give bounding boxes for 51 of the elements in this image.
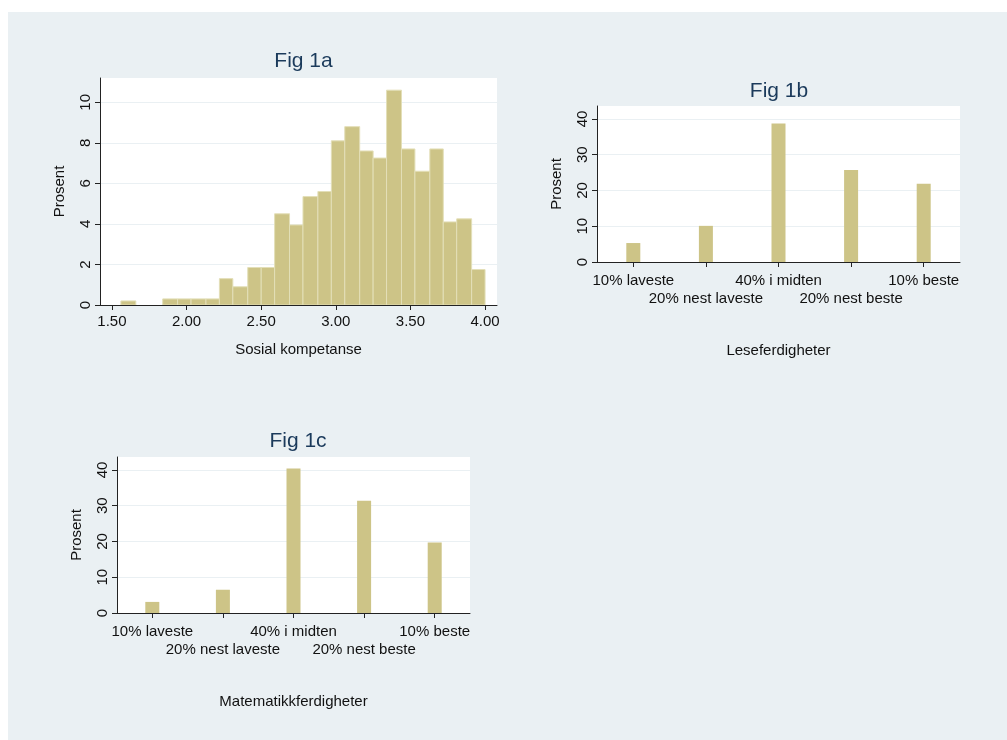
y-tick-label: 40: [573, 110, 590, 128]
x-axis-title: Sosial kompetanse: [235, 340, 362, 357]
y-tick-label: 40: [93, 461, 110, 479]
x-tick-label: 20% nest beste: [799, 288, 903, 306]
y-tick-label: 10: [93, 568, 110, 586]
y-tick-label: 30: [573, 146, 590, 163]
x-tick-label: 2.00: [171, 312, 202, 329]
x-axis-title: Matematikkferdigheter: [219, 692, 368, 709]
y-tick-label: 6: [76, 179, 93, 188]
bar: [698, 225, 713, 262]
x-tick-label: 4.00: [470, 312, 500, 329]
y-tick-label: 4: [76, 219, 93, 229]
y-tick-label: 0: [93, 608, 110, 618]
y-tick-label: 30: [93, 497, 110, 514]
x-tick-label: 3.50: [395, 312, 426, 329]
x-tick-label: 10% laveste: [111, 621, 194, 639]
bar: [844, 170, 859, 262]
bar: [145, 601, 160, 613]
y-tick-label: 8: [76, 138, 93, 148]
chart-title: Fig 1a: [274, 48, 333, 71]
chart-title: Fig 1b: [749, 78, 809, 101]
y-tick-label: 10: [573, 217, 590, 235]
bar: [916, 183, 931, 262]
y-tick-label: 2: [76, 260, 93, 269]
x-tick-label: 10% beste: [399, 621, 471, 639]
x-tick-label: 20% nest laveste: [165, 639, 281, 657]
bar: [626, 243, 641, 262]
chart-title: Fig 1c: [269, 428, 327, 451]
x-tick-label: 20% nest beste: [312, 639, 416, 657]
y-tick-label: 0: [573, 257, 590, 267]
bar: [286, 468, 301, 613]
x-axis-title: Leseferdigheter: [726, 341, 831, 358]
y-tick-label: 20: [573, 182, 590, 199]
x-tick-label: 40% i midten: [250, 621, 337, 639]
x-tick-label: 1.50: [97, 312, 127, 329]
y-tick-label: 0: [76, 300, 93, 310]
bar: [427, 542, 442, 613]
bar: [357, 500, 372, 613]
y-axis-title: Prosent: [67, 508, 84, 561]
bar: [215, 589, 230, 613]
x-tick-label: 10% laveste: [592, 270, 675, 288]
y-axis-title: Prosent: [50, 164, 67, 218]
x-tick-label: 10% beste: [888, 270, 960, 288]
x-tick-label: 20% nest laveste: [648, 288, 764, 306]
x-tick-label: 40% i midten: [735, 270, 822, 288]
y-tick-label: 20: [93, 533, 110, 550]
x-tick-label: 2.50: [246, 312, 276, 329]
x-tick-label: 3.00: [321, 312, 351, 329]
bar: [771, 123, 786, 262]
y-axis-title: Prosent: [547, 157, 564, 210]
y-tick-label: 10: [76, 93, 93, 111]
